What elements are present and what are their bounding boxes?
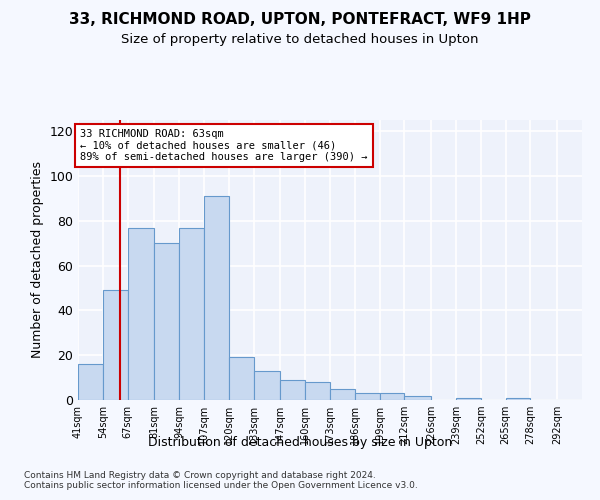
- Bar: [254, 371, 280, 400]
- Bar: [103, 290, 128, 400]
- Bar: [330, 389, 355, 400]
- Bar: [154, 243, 179, 400]
- Bar: [280, 380, 305, 400]
- Text: Size of property relative to detached houses in Upton: Size of property relative to detached ho…: [121, 32, 479, 46]
- Bar: [305, 382, 330, 400]
- Bar: [179, 228, 204, 400]
- Text: Contains HM Land Registry data © Crown copyright and database right 2024.
Contai: Contains HM Land Registry data © Crown c…: [24, 470, 418, 490]
- Text: 33 RICHMOND ROAD: 63sqm
← 10% of detached houses are smaller (46)
89% of semi-de: 33 RICHMOND ROAD: 63sqm ← 10% of detache…: [80, 129, 367, 162]
- Bar: [128, 228, 154, 400]
- Bar: [380, 394, 404, 400]
- Bar: [506, 398, 530, 400]
- Bar: [204, 196, 229, 400]
- Bar: [404, 396, 431, 400]
- Bar: [229, 358, 254, 400]
- Bar: [355, 394, 380, 400]
- Bar: [78, 364, 103, 400]
- Bar: [456, 398, 481, 400]
- Text: 33, RICHMOND ROAD, UPTON, PONTEFRACT, WF9 1HP: 33, RICHMOND ROAD, UPTON, PONTEFRACT, WF…: [69, 12, 531, 28]
- Y-axis label: Number of detached properties: Number of detached properties: [31, 162, 44, 358]
- Text: Distribution of detached houses by size in Upton: Distribution of detached houses by size …: [148, 436, 452, 449]
